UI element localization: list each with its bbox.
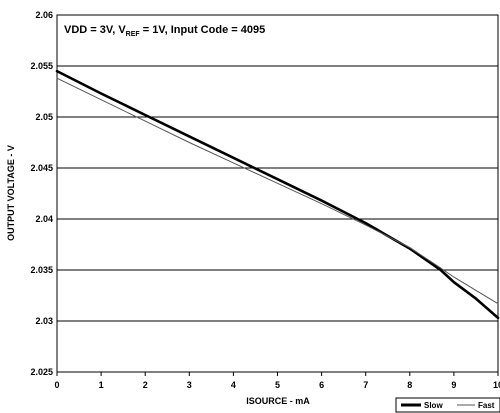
y-tick-label: 2.045 bbox=[30, 163, 53, 173]
series-line-slow bbox=[55, 69, 500, 320]
x-tick-label: 8 bbox=[407, 380, 412, 390]
x-tick-label: 5 bbox=[275, 380, 280, 390]
x-tick-label: 2 bbox=[143, 380, 148, 390]
chart-annotation: VDD = 3V, VREF = 1V, Input Code = 4095 bbox=[64, 24, 265, 38]
y-axis-title: OUTPUT VOLTAGE - V bbox=[6, 145, 16, 241]
y-tick-label: 2.04 bbox=[35, 214, 53, 224]
x-tick-label: 4 bbox=[231, 380, 236, 390]
y-tick-label: 2.03 bbox=[35, 316, 53, 326]
y-tick-label: 2.06 bbox=[35, 10, 53, 20]
x-tick-labels: 0 1 2 3 4 5 6 7 8 9 10 bbox=[54, 380, 500, 390]
legend: Slow Fast bbox=[395, 397, 500, 413]
y-tick-label: 2.05 bbox=[35, 112, 53, 122]
y-tick-labels: 2.025 2.03 2.035 2.04 2.045 2.05 2.055 2.06 bbox=[30, 10, 53, 377]
legend-label-slow: Slow bbox=[424, 401, 443, 410]
plot-area bbox=[56, 14, 499, 373]
x-tick-label: 0 bbox=[54, 380, 59, 390]
x-tick-label: 9 bbox=[451, 380, 456, 390]
y-tick-label: 2.035 bbox=[30, 265, 53, 275]
series-lines bbox=[55, 69, 500, 320]
x-tick-label: 3 bbox=[187, 380, 192, 390]
y-tick-label: 2.055 bbox=[30, 61, 53, 71]
grid-lines bbox=[56, 65, 499, 376]
legend-box bbox=[395, 397, 500, 413]
x-tick-label: 10 bbox=[493, 380, 500, 390]
x-tick-label: 1 bbox=[99, 380, 104, 390]
x-tick-label: 6 bbox=[319, 380, 324, 390]
legend-label-fast: Fast bbox=[478, 401, 495, 410]
y-tick-label: 2.025 bbox=[30, 367, 53, 377]
series-line-fast bbox=[56, 77, 499, 305]
x-axis-title: ISOURCE - mA bbox=[246, 396, 310, 406]
x-tick-label: 7 bbox=[363, 380, 368, 390]
